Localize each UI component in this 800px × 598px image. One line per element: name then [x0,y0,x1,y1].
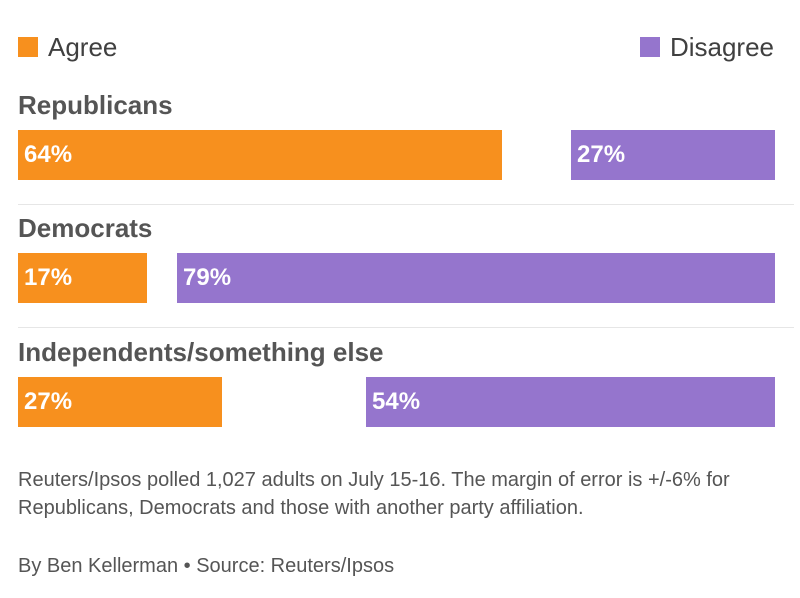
group-title: Independents/something else [18,337,384,367]
group-divider [18,204,794,205]
legend-agree-label: Agree [48,31,118,62]
legend-disagree-swatch [639,37,660,57]
bar-agree: 64% [18,130,502,180]
group-divider [18,327,794,328]
group-republicans: Republicans 64% 27% [18,90,775,190]
legend-agree-swatch [18,37,38,57]
group-title: Democrats [18,213,153,243]
bar-agree: 27% [18,377,222,427]
bar-disagree: 79% [177,253,775,303]
bar-disagree: 54% [366,377,775,427]
legend-agree: Agree [18,31,117,63]
legend-disagree: Disagree [639,31,774,63]
legend-disagree-label: Disagree [669,31,774,62]
group-democrats: Democrats 17% 79% [18,213,775,313]
bar-disagree: 27% [571,130,775,180]
source-credit: By Ben Kellerman • Source: Reuters/Ipsos [18,555,395,577]
group-independents-something-else: Independents/something else 27% 54% [18,337,775,437]
group-title: Republicans [18,90,173,120]
methodology-note: Reuters/Ipsos polled 1,027 adults on Jul… [18,469,730,519]
bar-agree: 17% [18,253,147,303]
